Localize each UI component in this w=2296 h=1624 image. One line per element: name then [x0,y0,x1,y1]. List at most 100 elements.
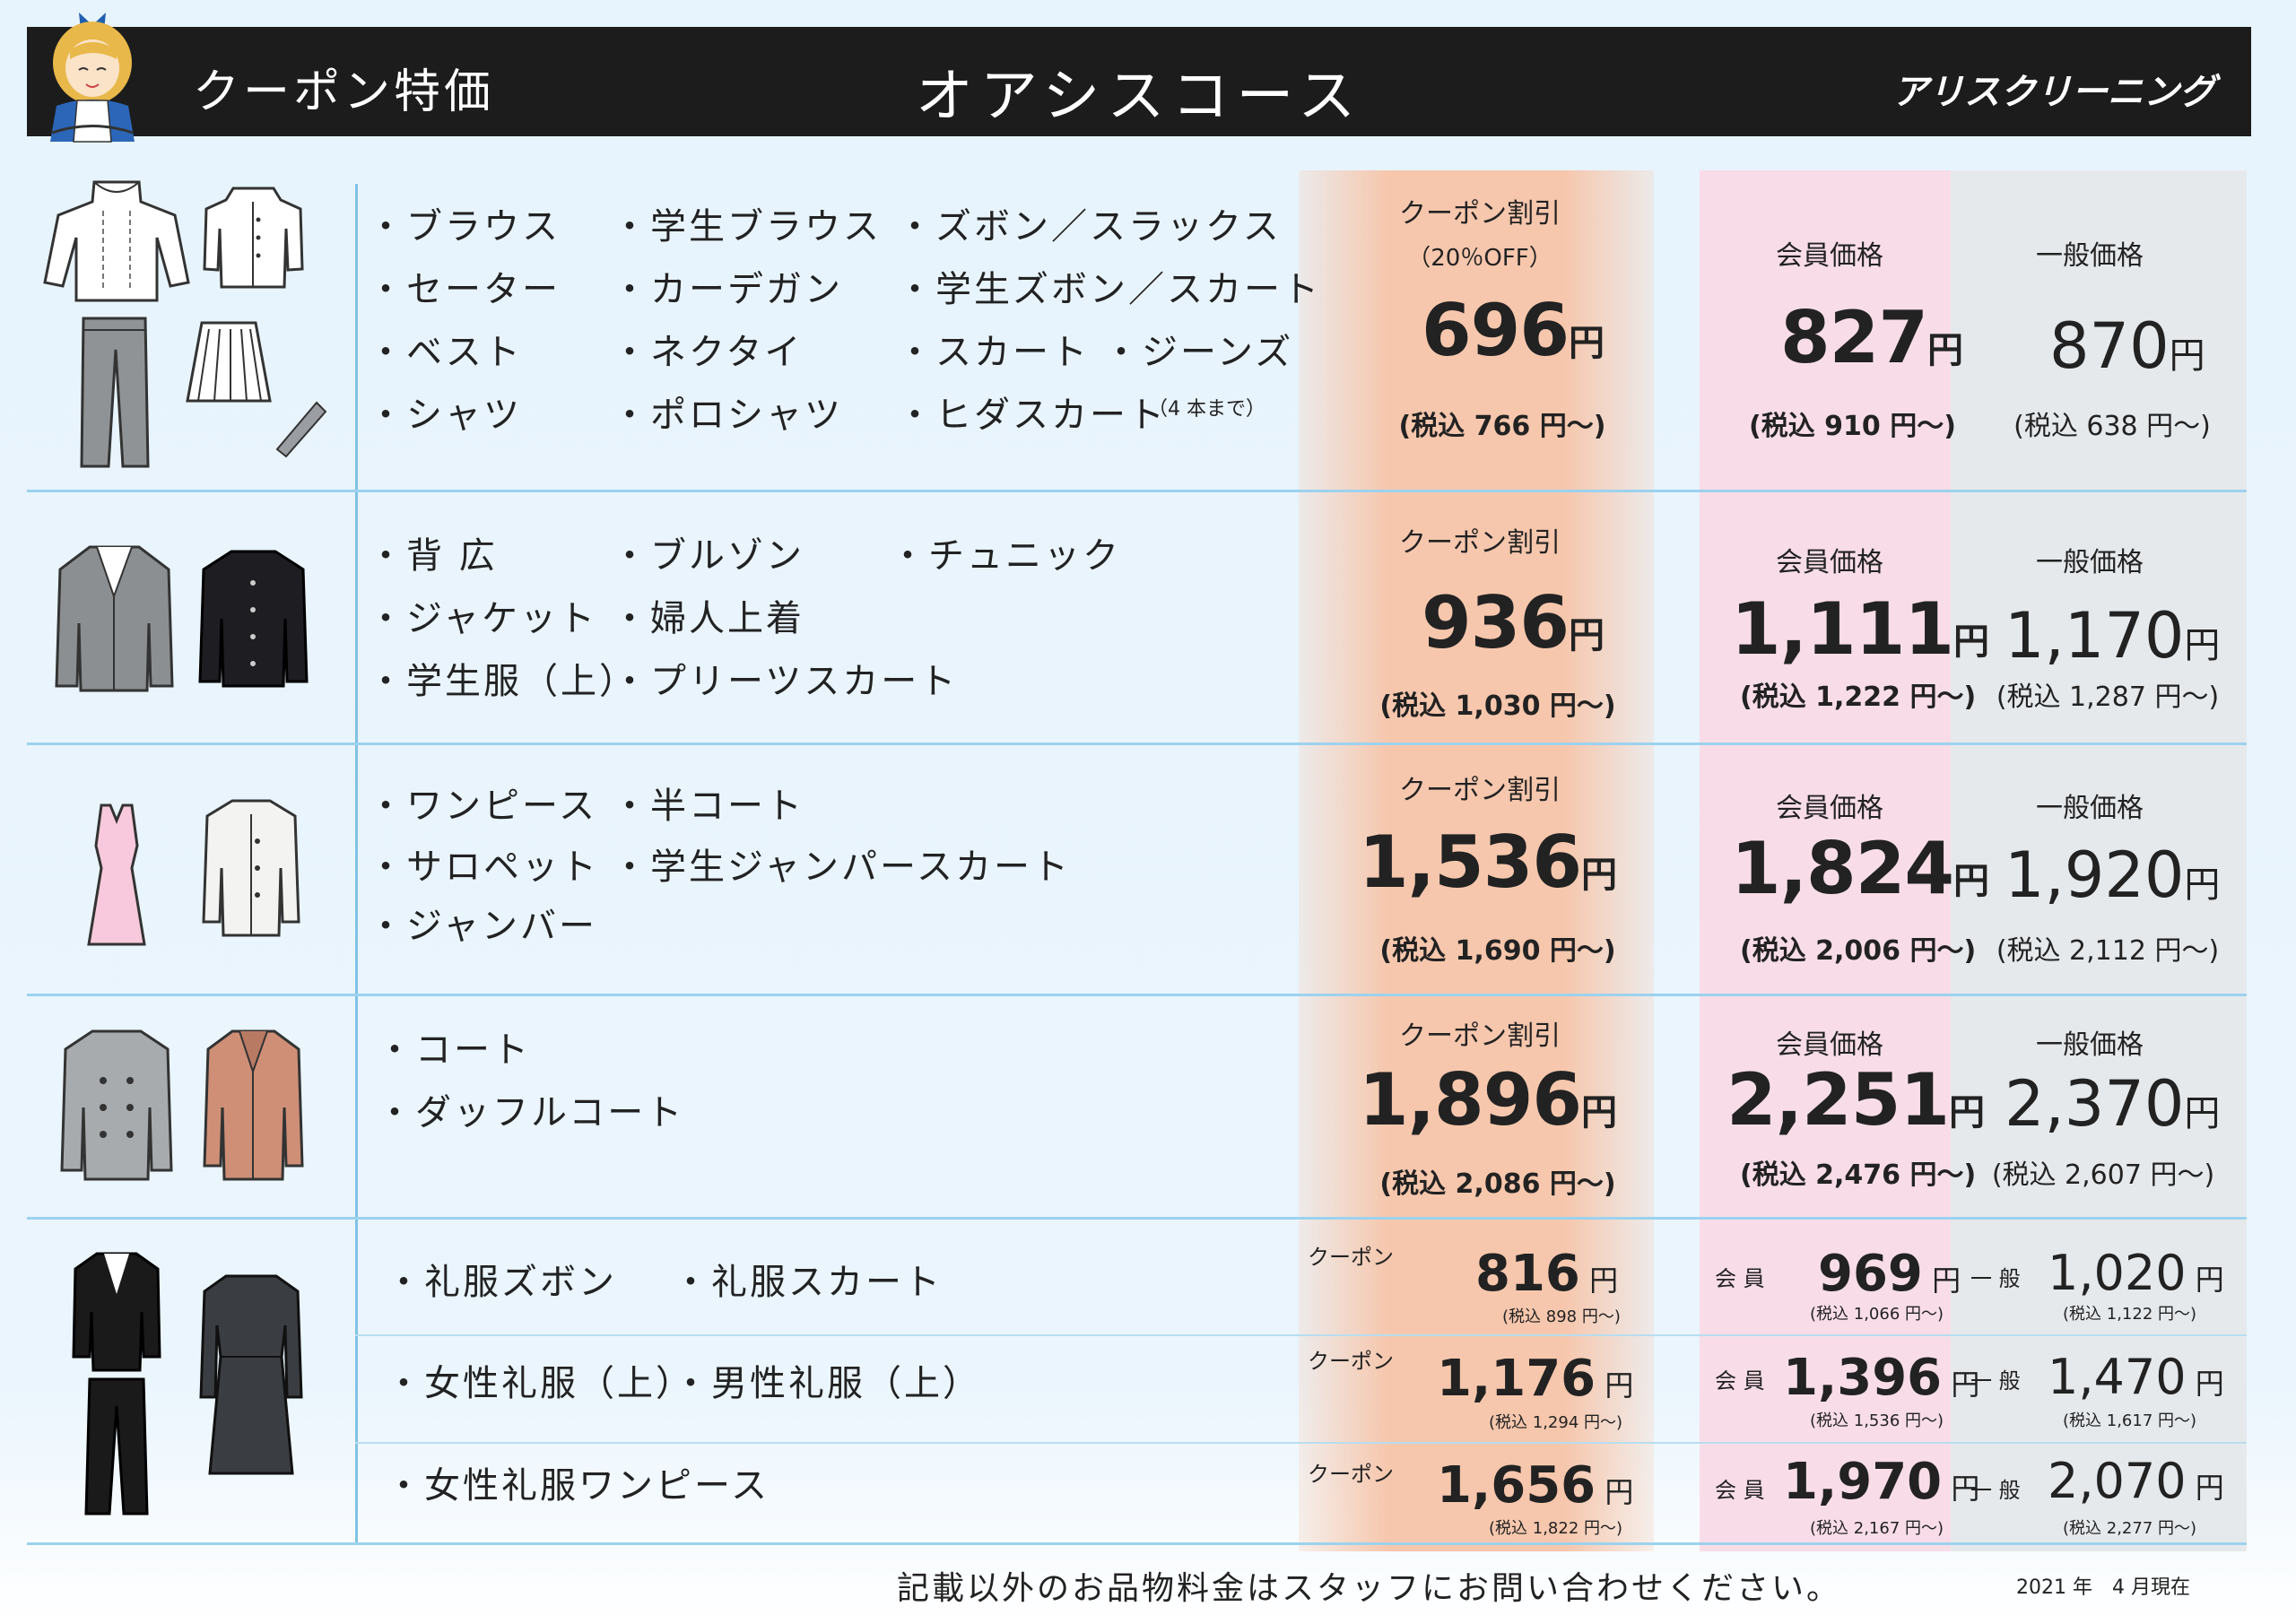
item-label: ・チュニック [890,535,1121,577]
member-price-label: 会員価格 [1776,547,1883,578]
coupon-discount-label: クーポン割引 [1399,527,1561,559]
formal-row-divider [355,1334,2247,1336]
member-short-label: 会 員 [1715,1478,1765,1503]
general-price-label: 一般価格 [2036,240,2144,272]
general-tax: (税込 638 円～) [2013,411,2211,442]
footer-date: 2021 年 4 月現在 [2016,1576,2190,1599]
black-dress-icon [199,1274,303,1475]
item-label: ・学生服（上） [368,661,638,702]
general-price: 1,020 円 [2048,1245,2224,1301]
necktie-icon [275,401,327,458]
brand-logo: アリスクリーニング [1892,72,2215,113]
row2-items: ・背 広 ・ブルゾン ・チュニック ・ジャケット ・婦人上着 ・学生服（上） ・… [368,525,1265,722]
brown-coat-icon [203,1029,304,1181]
blouse-icon [203,187,304,289]
general-price: 1,470 円 [2048,1349,2224,1405]
row4-items: ・コート ・ダッフルコート [377,1019,1004,1162]
member-tax: (税込 1,536 円～) [1810,1411,1944,1430]
coupon-tax: (税込 766 円～) [1398,411,1606,442]
formal-row-divider [355,1442,2247,1444]
coupon-tax: (税込 1,822 円～) [1489,1519,1623,1538]
coupon-price: 936円 [1422,581,1605,664]
coupon-tax: (税込 2,086 円～) [1379,1168,1616,1200]
pink-dress-icon [87,803,146,946]
coupon-price: 1,536円 [1359,821,1618,904]
general-tax: (税込 1,287 円～) [1996,682,2220,713]
item-label: ・ブラウス [368,206,561,248]
member-price: 1,970 円 [1783,1453,1980,1511]
item-label: ・ブルゾン [612,535,804,577]
item-label: ・ダッフルコート [377,1092,685,1133]
member-price: 1,824円 [1731,827,1990,910]
row-divider [27,1217,2247,1220]
item-label: ・女性礼服（上） [386,1363,694,1404]
item-label: ・学生ブラウス [612,206,882,248]
row3-items: ・ワンピース ・半コート ・サロペット ・学生ジャンパースカート ・ジャンバー [368,775,1175,963]
item-label: ・ジーンズ [1103,332,1294,373]
coupon-price: 1,896円 [1359,1058,1618,1142]
general-price-label: 一般価格 [2036,793,2144,824]
member-tax: (税込 1,066 円～) [1810,1305,1944,1324]
coupon-price: 816 円 [1475,1245,1619,1303]
general-price: 2,070 円 [2048,1453,2224,1509]
member-short-label: 会 員 [1715,1266,1765,1291]
item-label: ・女性礼服ワンピース [386,1465,770,1507]
item-label: ・スカート [897,332,1090,373]
coupon-short-label: クーポン [1308,1462,1394,1487]
general-price: 2,370円 [2005,1067,2221,1141]
general-price: 1,920円 [2005,838,2221,912]
member-price-label: 会員価格 [1776,1029,1883,1061]
alice-mascot-icon [50,13,135,143]
member-tax: (税込 2,006 円～) [1740,935,1977,967]
coupon-tax: (税込 898 円～) [1502,1307,1621,1326]
coupon-tax: (税込 1,294 円～) [1489,1413,1623,1432]
sweater-icon [43,180,190,302]
item-label: ・礼服スカート [673,1262,943,1303]
item-label: ・シャツ [368,395,522,436]
item-label: ・背 広 [368,535,498,577]
member-short-label: 会 員 [1715,1368,1765,1394]
coupon-discount-label: クーポン割引 [1399,198,1561,230]
footer-note: 記載以外のお品物料金はスタッフにお問い合わせください。 [897,1570,1842,1607]
member-price: 969 円 [1818,1245,1961,1303]
gray-coat-icon [60,1029,173,1181]
item-label: ・ワンピース [368,786,597,827]
coupon-off-label: （20％OFF） [1407,245,1552,272]
formal-row1-items: ・礼服ズボン ・礼服スカート [386,1251,1013,1314]
item-label: ・ネクタイ [612,332,804,373]
member-price-label: 会員価格 [1776,793,1883,824]
item-label: ・ジャケット [368,598,597,639]
member-price: 2,251円 [1726,1058,1986,1142]
row-divider [27,743,2247,745]
item-label: ・学生ズボン／スカート [897,269,1321,310]
item-label: ・ポロシャツ [612,395,843,436]
coupon-tax: (税込 1,690 円～) [1379,935,1616,967]
member-price: 1,111円 [1731,587,1990,671]
item-label: ・婦人上着 [612,598,804,639]
row-divider [27,994,2247,996]
course-title: オアシスコース [915,64,1363,130]
general-tax: (税込 2,112 円～) [1996,935,2220,967]
item-label: ・学生ジャンパースカート [612,847,1071,888]
coupon-tax: (税込 1,030 円～) [1379,690,1616,722]
general-column [1951,170,2247,1551]
formal-row2-items: ・女性礼服（上） ・男性礼服（上） [386,1352,1013,1415]
item-label: ・プリーツスカート [612,661,959,702]
member-price: 827円 [1780,296,1963,379]
coupon-price: 696円 [1422,289,1605,372]
general-tax: (税込 2,277 円～) [2063,1519,2197,1538]
general-short-label: 一 般 [1970,1478,2021,1503]
row1-items: ・ブラウス ・学生ブラウス ・ズボン／スラックス ・セーター ・カーデガン ・学… [368,195,1318,456]
general-tax: (税込 1,617 円～) [2063,1411,2197,1430]
item-label: ・サロペット [368,847,599,888]
coupon-price: 1,176 円 [1437,1350,1634,1408]
coupon-discount-label: クーポン割引 [1399,1020,1561,1052]
item-note: （4 本まで） [1148,398,1265,421]
coupon-special-title: クーポン特価 [193,65,495,119]
header-bar: クーポン特価 オアシスコース アリスクリーニング [27,27,2251,136]
item-label: ・ヒダスカート [897,395,1167,436]
general-price-label: 一般価格 [2036,547,2144,578]
row-divider [27,490,2247,492]
item-label: ・ベスト [368,332,523,373]
